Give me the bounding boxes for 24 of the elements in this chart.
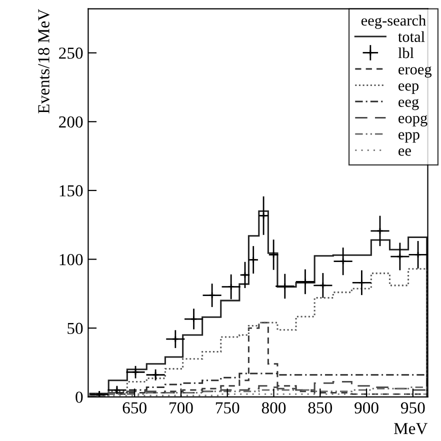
y-tick-label: 200 [59, 116, 83, 128]
x-tick-label: 950 [400, 402, 425, 414]
y-tick-label: 0 [76, 392, 83, 403]
legend-label: ee [398, 148, 411, 156]
legend-label: eep [398, 83, 419, 94]
legend-label: eeg [398, 98, 419, 110]
y-tick-label: 50 [68, 322, 83, 334]
x-tick-label: 900 [354, 402, 378, 414]
legend-title: eeg-search [361, 14, 426, 29]
x-axis-title: MeV [394, 423, 428, 434]
legend-label: epp [398, 132, 420, 143]
legend-label: eroeg [398, 66, 432, 78]
y-tick-label: 150 [60, 185, 83, 196]
x-tick-label: 650 [122, 402, 146, 414]
legend-label: lbl [398, 47, 414, 58]
y-tick-label: 100 [60, 254, 83, 266]
x-tick-label: 700 [170, 402, 193, 414]
x-tick-label: 850 [308, 402, 332, 414]
y-axis-title: Events/18 MeV [38, 9, 50, 114]
x-tick-label: 800 [262, 402, 286, 414]
legend-label: eopg [398, 115, 428, 126]
legend-label: total [398, 31, 425, 42]
x-tick-label: 750 [216, 402, 240, 414]
y-tick-label: 250 [59, 48, 83, 59]
